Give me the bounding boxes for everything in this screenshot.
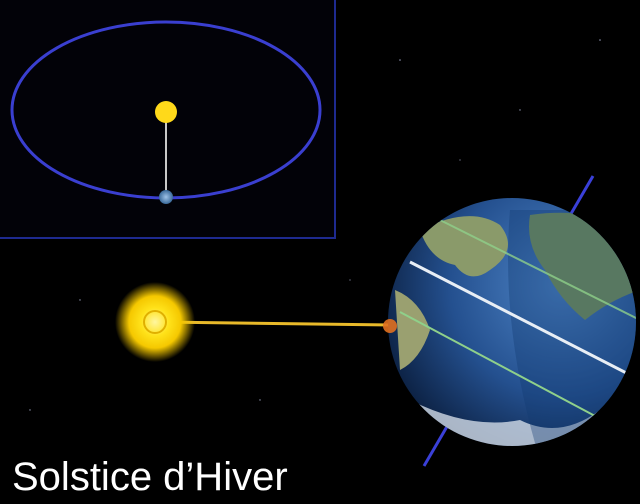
page: Solstice d’Hiver (() => { const data = J… <box>0 0 640 504</box>
caption: Solstice d’Hiver <box>12 455 288 499</box>
scene: Solstice d’Hiver <box>0 0 640 504</box>
orbit-inset <box>0 0 335 238</box>
sun <box>115 282 195 362</box>
